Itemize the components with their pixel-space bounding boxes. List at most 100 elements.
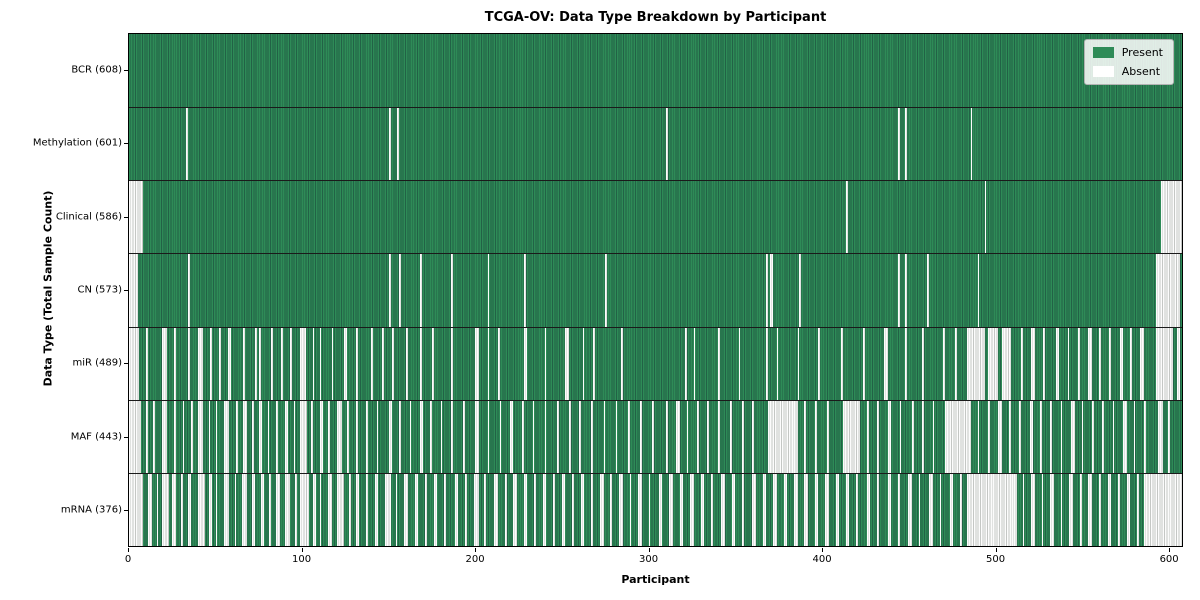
absent-stripe xyxy=(1133,400,1136,473)
absent-stripe xyxy=(697,400,699,473)
absent-stripe xyxy=(219,327,221,400)
absent-stripe xyxy=(484,473,486,546)
absent-stripe xyxy=(1157,400,1163,473)
absent-stripe xyxy=(620,327,623,400)
absent-stripe xyxy=(846,473,850,546)
absent-stripe xyxy=(1078,327,1080,400)
absent-stripe xyxy=(419,327,422,400)
absent-stripe xyxy=(271,327,273,400)
absent-stripe xyxy=(255,327,258,400)
absent-stripe xyxy=(1102,400,1105,473)
absent-stripe xyxy=(198,473,206,546)
absent-stripe xyxy=(355,473,360,546)
absent-stripe xyxy=(284,473,291,546)
absent-stripe xyxy=(319,400,323,473)
absent-stripe xyxy=(385,473,391,546)
y-tick-label-methylation: Methylation (601) xyxy=(32,137,122,149)
absent-stripe xyxy=(579,400,581,473)
absent-stripe xyxy=(615,400,618,473)
absent-stripe xyxy=(939,473,942,546)
plot-area: Present Absent xyxy=(128,33,1183,547)
absent-stripe xyxy=(1029,400,1034,473)
absent-stripe xyxy=(1180,473,1182,546)
absent-stripe xyxy=(977,254,980,327)
absent-stripe xyxy=(355,327,358,400)
absent-stripe xyxy=(866,400,869,473)
chart-title: TCGA-OV: Data Type Breakdown by Particip… xyxy=(484,10,827,25)
absent-stripe xyxy=(224,400,230,473)
absent-stripe xyxy=(1031,473,1035,546)
absent-stripe xyxy=(684,327,687,400)
x-tick-mark xyxy=(301,548,303,552)
absent-stripe xyxy=(487,400,490,473)
absent-stripe xyxy=(721,473,725,546)
absent-stripe xyxy=(523,473,528,546)
y-tick-mark xyxy=(124,143,128,145)
absent-stripe xyxy=(440,400,443,473)
absent-stripe xyxy=(1091,400,1094,473)
absent-stripe xyxy=(523,254,526,327)
x-axis-label: Participant xyxy=(621,573,690,586)
absent-stripe xyxy=(148,473,152,546)
absent-stripe xyxy=(766,327,769,400)
absent-stripe xyxy=(319,327,322,400)
absent-stripe xyxy=(251,473,256,546)
absent-stripe xyxy=(129,400,142,473)
absent-stripe xyxy=(700,473,704,546)
x-tick-mark xyxy=(1169,548,1171,552)
absent-stripe xyxy=(591,400,594,473)
absent-stripe xyxy=(988,327,999,400)
heatmap-row-mir xyxy=(129,326,1182,400)
absent-stripe xyxy=(679,473,684,546)
y-axis-label: Data Type (Total Sample Count) xyxy=(41,190,55,387)
absent-stripe xyxy=(295,473,297,546)
absent-stripe xyxy=(835,473,840,546)
absent-stripe xyxy=(877,473,879,546)
absent-stripe xyxy=(451,254,453,327)
absent-stripe xyxy=(1143,400,1146,473)
absent-stripe xyxy=(1168,400,1170,473)
y-tick-mark xyxy=(124,436,128,438)
absent-stripe xyxy=(1176,327,1181,400)
absent-stripe xyxy=(494,473,498,546)
absent-stripe xyxy=(572,473,575,546)
absent-stripe xyxy=(1112,400,1115,473)
absent-stripe xyxy=(544,327,547,400)
absent-stripe xyxy=(510,400,514,473)
absent-stripe xyxy=(187,473,192,546)
heatmap-row-maf xyxy=(129,399,1182,473)
absent-stripe xyxy=(904,254,907,327)
absent-stripe xyxy=(581,473,585,546)
absent-stripe xyxy=(381,327,384,400)
y-tick-label-maf: MAF (443) xyxy=(70,431,122,443)
absent-stripe xyxy=(156,473,159,546)
y-tick-label-cn: CN (573) xyxy=(77,284,122,296)
absent-stripe xyxy=(676,400,680,473)
absent-stripe xyxy=(794,473,798,546)
x-tick-label-300: 300 xyxy=(639,554,659,565)
absent-stripe xyxy=(776,327,779,400)
absent-stripe xyxy=(1008,400,1011,473)
absent-stripe xyxy=(556,400,559,473)
absent-stripe xyxy=(504,473,507,546)
heatmap-row-mrna xyxy=(129,472,1182,546)
absent-stripe xyxy=(752,400,755,473)
absent-stripe xyxy=(284,400,289,473)
y-tick-mark xyxy=(124,69,128,71)
absent-stripe xyxy=(804,400,807,473)
absent-stripe xyxy=(884,327,888,400)
legend: Present Absent xyxy=(1083,39,1174,85)
absent-stripe xyxy=(768,400,798,473)
absent-stripe xyxy=(591,473,594,546)
absent-stripe xyxy=(399,254,401,327)
absent-stripe xyxy=(371,327,374,400)
absent-stripe xyxy=(210,327,213,400)
absent-stripe xyxy=(258,400,263,473)
absent-stripe xyxy=(665,400,668,473)
absent-stripe xyxy=(414,473,419,546)
absent-stripe xyxy=(186,108,188,181)
absent-stripe xyxy=(1069,473,1073,546)
absent-stripe xyxy=(260,473,265,546)
x-tick-mark xyxy=(822,548,824,552)
absent-stripe xyxy=(1019,400,1021,473)
